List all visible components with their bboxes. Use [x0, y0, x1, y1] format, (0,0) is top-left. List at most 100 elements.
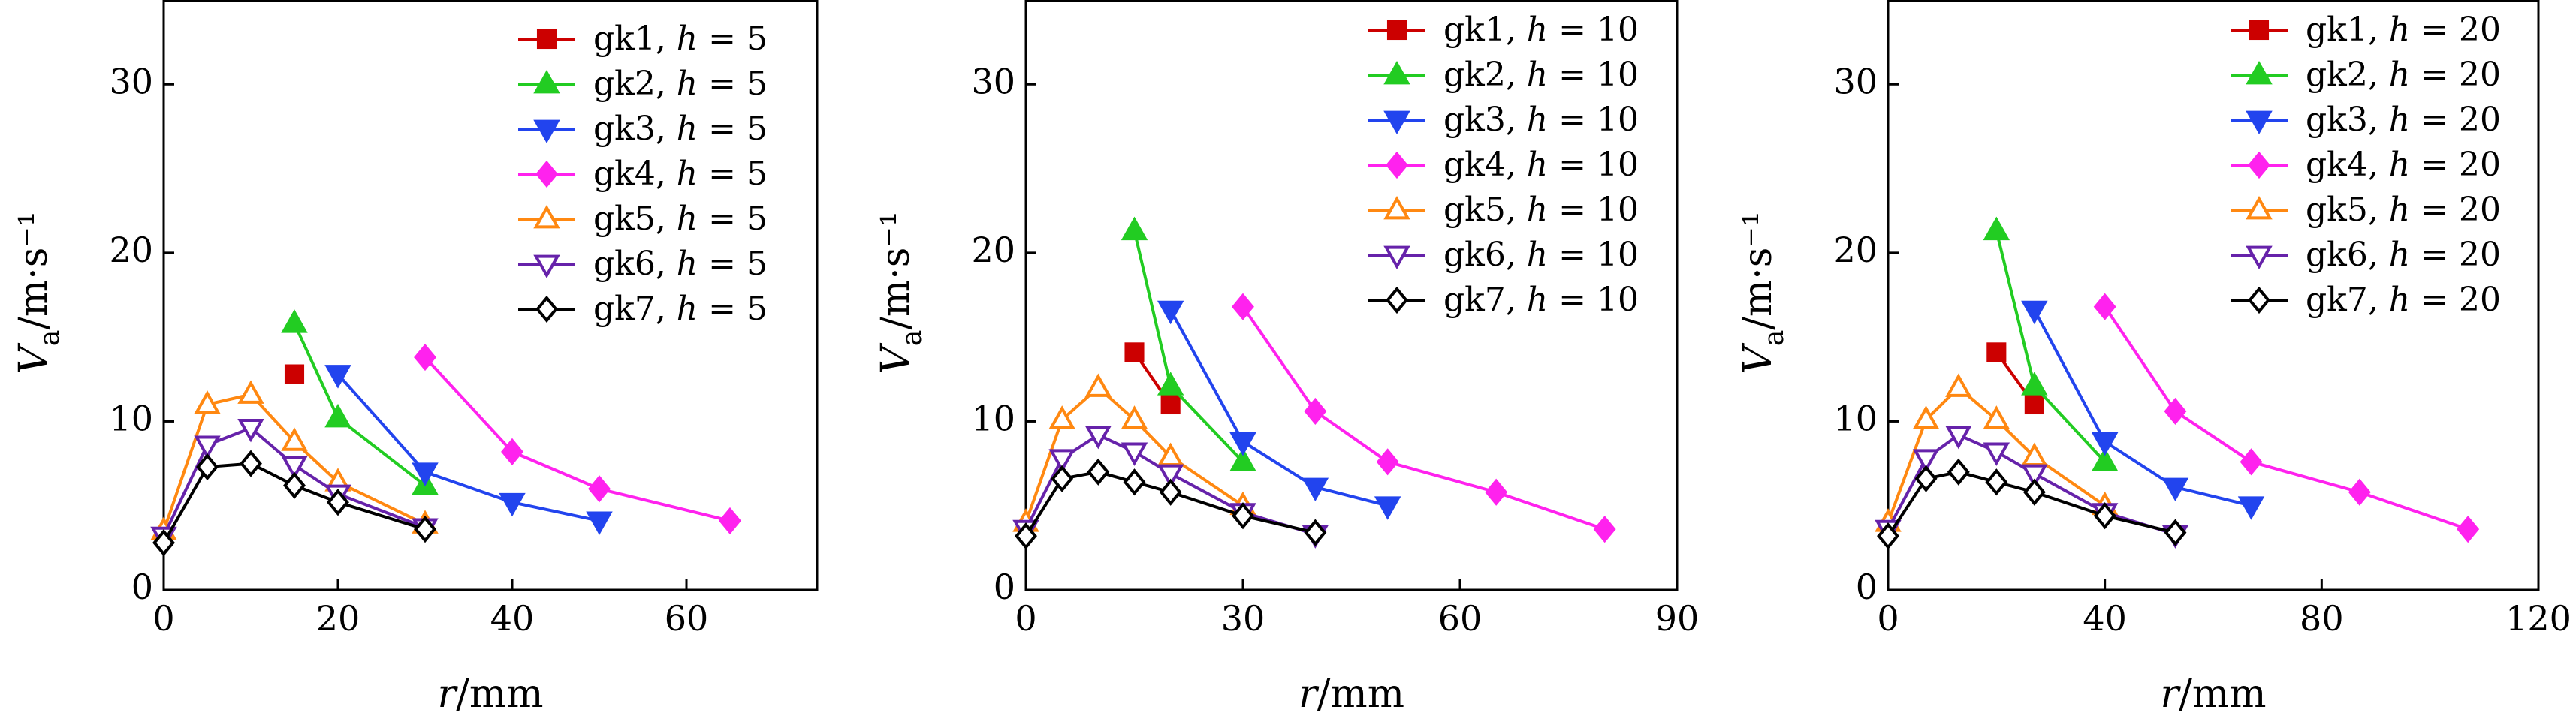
- legend-marker: [533, 204, 560, 229]
- legend: gk1, h = 5 gk2, h = 5 gk3, h = 5 gk4, h = 5…: [518, 20, 768, 328]
- data-point: [1945, 373, 1972, 397]
- x-tick-label: 40: [2083, 598, 2127, 639]
- y-tick-label: 10: [109, 398, 153, 438]
- legend-marker: [1386, 151, 1408, 179]
- data-point: [1877, 522, 1899, 550]
- legend-label: gk6, h = 10: [1443, 236, 1639, 274]
- legend-marker: [1386, 286, 1408, 314]
- x-tick-label: 0: [1015, 598, 1036, 639]
- series-line: [336, 373, 600, 522]
- data-point: [194, 390, 221, 414]
- series-4: [2093, 293, 2480, 543]
- data-point: [1985, 468, 2008, 496]
- legend-label: gk4, h = 10: [1443, 146, 1639, 184]
- data-point: [501, 438, 523, 465]
- data-point: [1121, 442, 1148, 466]
- y-axis-title: Va/m·s⁻¹: [1736, 211, 1790, 374]
- plot-frame: [1887, 0, 2540, 591]
- data-point: [1376, 448, 1399, 476]
- series-4: [414, 344, 741, 535]
- y-tick-label: 20: [1833, 230, 1878, 270]
- legend-marker: [1383, 110, 1410, 135]
- data-point: [324, 365, 351, 389]
- data-point: [2164, 397, 2187, 426]
- legend-item: gk4, h = 20: [2231, 146, 2501, 184]
- data-point: [1087, 458, 1110, 486]
- data-point: [1232, 502, 1254, 530]
- data-point: [1986, 342, 2007, 362]
- data-point: [414, 344, 436, 372]
- data-point: [2457, 516, 2480, 543]
- data-point: [1157, 372, 1184, 396]
- legend-marker: [535, 295, 558, 323]
- x-tick-label: 0: [152, 598, 174, 639]
- data-point: [2021, 464, 2048, 489]
- y-tick-label: 10: [1833, 398, 1878, 438]
- data-point: [281, 456, 308, 480]
- series-line: [162, 462, 426, 544]
- legend-label: gk4, h = 20: [2306, 146, 2501, 184]
- data-point: [1912, 449, 1940, 473]
- series-2: [1983, 216, 2119, 471]
- legend-item: gk2, h = 5: [518, 65, 768, 103]
- data-point: [237, 380, 264, 404]
- data-point: [1123, 468, 1146, 496]
- legend-item: gk3, h = 10: [1368, 101, 1639, 139]
- y-axis-title: Va/m·s⁻¹: [873, 211, 928, 374]
- x-axis-title: r/mm: [1299, 672, 1404, 717]
- legend-item: gk1, h = 10: [1368, 11, 1639, 49]
- y-tick-label: 20: [109, 230, 153, 270]
- legend-marker: [535, 160, 558, 188]
- legend-item: gk6, h = 10: [1368, 236, 1639, 274]
- data-point: [2348, 478, 2371, 506]
- legend-item: gk1, h = 5: [518, 20, 768, 58]
- data-point: [237, 419, 264, 443]
- series-line: [162, 393, 426, 532]
- data-point: [2091, 432, 2119, 456]
- data-point: [194, 435, 221, 459]
- x-tick-label: 80: [2300, 598, 2344, 639]
- data-point: [1124, 342, 1145, 362]
- data-point: [2024, 394, 2044, 415]
- x-tick-label: 40: [490, 598, 535, 639]
- data-point: [2164, 519, 2187, 546]
- legend-label: gk2, h = 10: [1443, 56, 1639, 94]
- data-point: [1084, 425, 1112, 450]
- data-point: [412, 462, 439, 486]
- series-line: [2033, 309, 2252, 507]
- series-line: [424, 356, 731, 522]
- chart-panel-1: 0 20 40 60 0 10 20 30 r/mm Va/m·s⁻¹ gk1, h = 5 gk2,…: [11, 0, 819, 717]
- data-point: [1374, 496, 1401, 520]
- legend-label: gk7, h = 20: [2306, 281, 2501, 319]
- legend-label: gk4, h = 5: [593, 155, 768, 193]
- series-1: [1124, 342, 1181, 415]
- series-3: [1157, 300, 1401, 520]
- data-point: [1304, 397, 1327, 426]
- data-point: [1485, 478, 1508, 506]
- data-point: [1121, 405, 1148, 429]
- data-point: [1157, 300, 1184, 325]
- series-line: [1995, 230, 2107, 463]
- legend-item: gk7, h = 20: [2231, 281, 2501, 319]
- legend-marker: [1383, 195, 1410, 220]
- data-point: [2237, 496, 2265, 520]
- x-tick-label: 0: [1877, 598, 1899, 639]
- x-axis-title: r/mm: [438, 672, 544, 717]
- legend-item: gk7, h = 5: [518, 290, 768, 328]
- data-point: [1593, 516, 1616, 543]
- data-point: [586, 511, 613, 535]
- data-point: [1983, 216, 2010, 241]
- data-point: [2021, 300, 2048, 325]
- legend-label: gk3, h = 5: [593, 110, 768, 148]
- y-axis-title: Va/m·s⁻¹: [11, 211, 65, 374]
- series-1: [284, 364, 305, 384]
- legend-marker: [2246, 60, 2273, 85]
- legend-label: gk2, h = 5: [593, 65, 768, 103]
- legend-marker: [2246, 195, 2273, 220]
- legend: gk1, h = 20 gk2, h = 20 gk3, h = 20 gk4, h …: [2231, 11, 2501, 319]
- legend-item: gk6, h = 20: [2231, 236, 2501, 274]
- y-tick-label: 30: [109, 61, 153, 101]
- data-point: [152, 529, 175, 557]
